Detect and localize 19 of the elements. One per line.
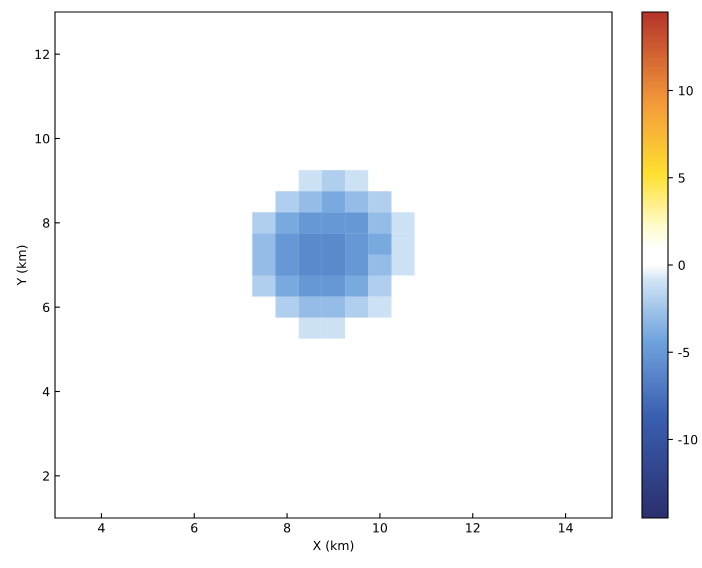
color-bar-label: 5 bbox=[678, 173, 685, 183]
y-tick-label: 6 bbox=[43, 302, 50, 312]
x-tick-label: 10 bbox=[373, 523, 388, 533]
x-tick-label: 4 bbox=[98, 523, 105, 532]
color-bar-label: 10 bbox=[679, 86, 693, 96]
y-axis-title: Y (km) bbox=[16, 246, 28, 286]
y-tick-label: 10 bbox=[36, 134, 50, 144]
color-bar-label: -10 bbox=[678, 434, 698, 444]
y-tick-label: 8 bbox=[43, 218, 50, 228]
color-bar-label: 0 bbox=[678, 260, 685, 270]
x-tick-label: 8 bbox=[284, 523, 290, 533]
x-axis-title: X (km) bbox=[313, 540, 354, 552]
x-tick-label: 14 bbox=[559, 523, 573, 532]
x-tick-label: 12 bbox=[466, 523, 480, 532]
y-tick-label: 2 bbox=[43, 471, 49, 481]
y-tick-label: 12 bbox=[36, 50, 49, 59]
x-tick-label: 6 bbox=[191, 523, 198, 533]
color-bar-label: -5 bbox=[678, 348, 690, 358]
y-tick-label: 4 bbox=[42, 387, 50, 396]
